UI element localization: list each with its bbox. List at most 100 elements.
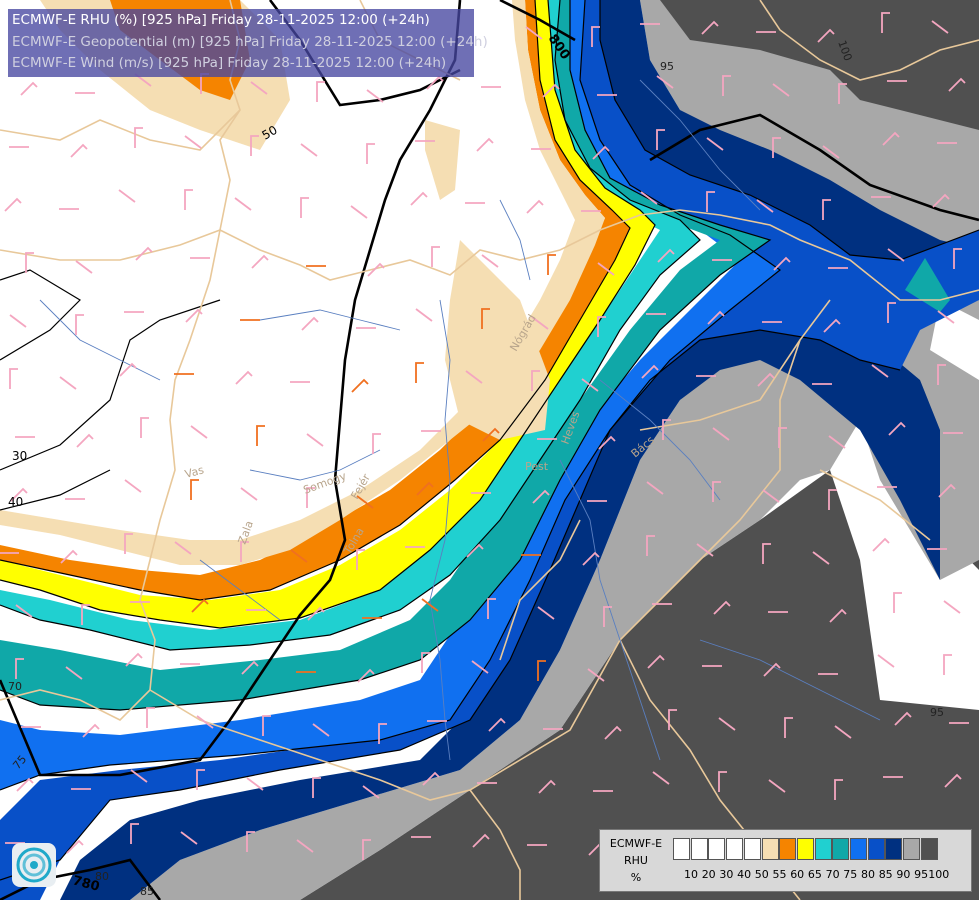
wind-barb xyxy=(356,495,374,509)
wind-barb xyxy=(603,606,612,627)
title-geopotential: ECMWF-E Geopotential (m) [925 hPa] Frida… xyxy=(12,34,488,50)
wind-barb xyxy=(822,199,831,220)
legend-label-variable: RHU xyxy=(624,854,648,867)
legend-tick-label: 20 xyxy=(701,868,716,881)
wind-barb xyxy=(763,662,781,677)
wind-barb xyxy=(581,378,599,392)
legend-tick-label: 30 xyxy=(719,868,734,881)
wind-barb xyxy=(246,831,255,852)
wind-barb xyxy=(16,777,34,792)
wind-barb xyxy=(471,660,489,674)
rhu-fill-65 xyxy=(0,0,655,628)
wind-barb xyxy=(894,711,912,726)
wind-barb xyxy=(134,127,143,148)
wind-barb xyxy=(75,260,93,274)
wind-barb xyxy=(707,310,725,325)
wind-barb xyxy=(191,598,209,613)
legend-tick-label: 95 xyxy=(914,868,929,881)
legend-tick-label: 75 xyxy=(843,868,858,881)
legend-swatch xyxy=(761,838,779,860)
wind-barb xyxy=(948,77,966,92)
wind-barb xyxy=(604,725,622,740)
legend-tick-label: 100 xyxy=(928,868,950,881)
legend-swatch xyxy=(850,838,867,860)
wind-barb xyxy=(712,481,721,502)
legend-swatch xyxy=(920,838,938,860)
contour-label: 95 xyxy=(930,706,944,719)
wind-barb xyxy=(662,419,671,440)
wind-barb xyxy=(592,145,610,160)
wind-barb xyxy=(185,308,203,323)
wind-barb xyxy=(647,654,665,669)
wind-barb xyxy=(531,370,540,391)
wind-barb xyxy=(124,479,142,493)
wind-barb xyxy=(542,83,560,98)
legend-swatch xyxy=(673,838,690,860)
wind-barb xyxy=(784,717,793,738)
wind-barb xyxy=(366,143,375,164)
wind-barb xyxy=(822,145,840,159)
contour-label: 40 xyxy=(8,495,23,509)
wind-barb xyxy=(640,191,658,205)
wind-barb xyxy=(887,302,896,323)
wind-barb xyxy=(75,314,84,335)
wind-barb xyxy=(481,308,490,329)
wind-barb xyxy=(465,370,483,384)
place-label-pest: Pest xyxy=(525,460,549,473)
legend-swatch xyxy=(708,838,726,860)
wind-barb xyxy=(657,248,675,263)
contour-label: 50 xyxy=(260,123,280,143)
wind-barb xyxy=(235,370,253,385)
wind-barb xyxy=(652,771,670,785)
wind-barb xyxy=(421,652,430,673)
wind-barb xyxy=(306,433,324,447)
wind-barb xyxy=(931,20,949,34)
wind-barb xyxy=(834,779,843,800)
wind-barb xyxy=(415,362,424,383)
wind-barb xyxy=(944,773,962,788)
rhu-fill-75-east xyxy=(905,258,950,312)
legend-swatch xyxy=(779,838,797,860)
wind-barb xyxy=(656,75,674,89)
wind-barb xyxy=(118,189,136,203)
wind-barb xyxy=(531,316,549,330)
wind-barb xyxy=(234,197,252,211)
wind-barb xyxy=(357,668,375,683)
wind-barb xyxy=(768,779,786,793)
contour-label: 85 xyxy=(140,885,154,898)
wind-barb xyxy=(356,549,365,570)
wind-barb xyxy=(306,487,315,508)
rhu-fill-55-patch xyxy=(445,240,550,440)
wind-barb xyxy=(482,427,500,442)
legend-swatch xyxy=(743,838,761,860)
wind-barb xyxy=(823,318,841,333)
wind-barb xyxy=(190,425,208,439)
wind-barb xyxy=(10,487,28,502)
wind-barb xyxy=(762,489,780,503)
wind-barb xyxy=(718,717,736,731)
wind-barb xyxy=(426,75,444,90)
wind-barb xyxy=(893,592,902,613)
wind-barb xyxy=(366,89,384,103)
contour-label: 30 xyxy=(12,449,27,463)
contour-label: 70 xyxy=(8,680,22,693)
rhu-fill-95 xyxy=(130,0,979,900)
legend-tick-label: 90 xyxy=(896,868,911,881)
legend-tick-label: 60 xyxy=(790,868,805,881)
title-rhu: ECMWF-E RHU (%) [925 hPa] Friday 28-11-2… xyxy=(12,12,430,28)
wind-barb xyxy=(416,481,434,496)
wind-barb xyxy=(701,20,719,35)
wind-barb xyxy=(706,191,715,212)
wind-barb xyxy=(888,421,906,436)
wind-barb xyxy=(301,316,319,331)
wind-barb xyxy=(476,137,494,152)
wind-barb xyxy=(812,551,830,565)
wind-barb xyxy=(828,489,837,510)
wind-barb xyxy=(250,135,259,156)
wind-barb xyxy=(591,26,600,47)
wind-barb xyxy=(778,427,787,448)
wind-barb xyxy=(59,376,77,390)
wind-barb xyxy=(174,541,192,555)
wind-barb xyxy=(119,362,137,377)
wind-barb xyxy=(256,425,265,446)
